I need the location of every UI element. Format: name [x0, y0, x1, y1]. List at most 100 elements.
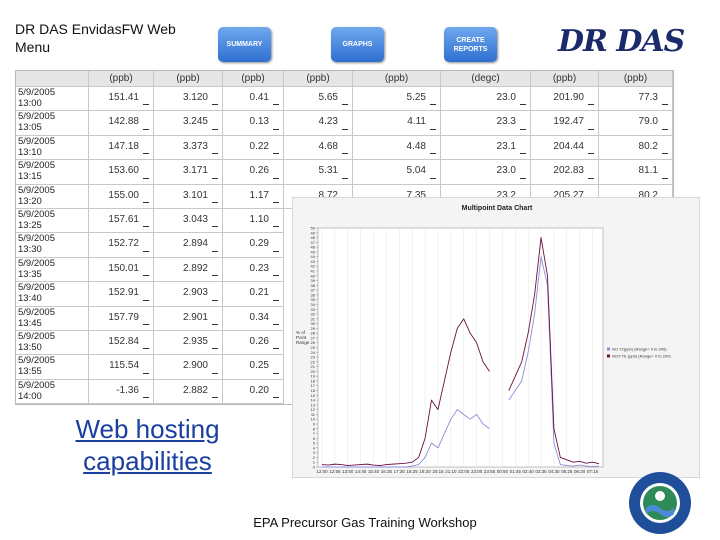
- status-flag: [273, 275, 279, 277]
- graphs-button[interactable]: GRAPHS: [331, 27, 384, 62]
- unit-header: (ppb): [89, 71, 154, 87]
- x-tick-label: 04:30: [548, 469, 560, 474]
- y-tick-label: 6: [313, 436, 316, 441]
- page-title: DR DAS EnvidasFW Web Menu: [15, 21, 176, 55]
- value-cell: 2.935: [154, 331, 223, 356]
- status-flag: [342, 128, 348, 130]
- status-flag: [212, 275, 218, 277]
- status-flag: [212, 104, 218, 106]
- link[interactable]: Web hosting capabilities: [75, 414, 220, 476]
- value-cell: 0.22: [223, 135, 284, 161]
- status-flag: [212, 128, 218, 130]
- value-cell: 1.10: [223, 209, 284, 234]
- date: 5/9/2005: [18, 135, 55, 147]
- y-tick-label: 34: [311, 302, 316, 307]
- status-flag: [143, 323, 149, 325]
- value-cell: 115.54: [89, 355, 154, 380]
- status-flag: [662, 177, 668, 179]
- series-line: [321, 237, 600, 467]
- status-flag: [212, 323, 218, 325]
- y-tick-label: 13: [311, 402, 316, 407]
- y-tick-label: 40: [311, 273, 316, 278]
- value-cell: 2.900: [154, 355, 223, 380]
- y-tick-label: 30: [311, 321, 316, 326]
- chart-title: Multipoint Data Chart: [462, 205, 533, 212]
- value-cell: 2.894: [154, 233, 223, 258]
- y-tick-label: 2: [313, 455, 316, 460]
- y-axis-label: % of Point Range: [296, 330, 310, 345]
- time: 13:55: [18, 366, 42, 378]
- status-flag: [212, 201, 218, 203]
- status-flag: [273, 153, 279, 155]
- y-tick-label: 42: [311, 264, 316, 269]
- time: 13:25: [18, 220, 42, 231]
- timestamp-cell: 5/9/2005 13:20: [16, 184, 89, 209]
- y-tick-label: 11: [311, 412, 316, 417]
- x-tick-label: 18:25: [407, 469, 419, 474]
- x-tick-label: 16:35: [381, 469, 393, 474]
- y-tick-label: 36: [311, 292, 316, 297]
- date: 5/9/2005: [18, 331, 55, 342]
- status-flag: [212, 299, 218, 301]
- status-flag: [273, 323, 279, 325]
- value-cell: 3.120: [154, 87, 223, 112]
- value-cell: 151.41: [89, 87, 154, 112]
- value-cell: 3.373: [154, 135, 223, 161]
- date: 5/9/2005: [18, 282, 55, 294]
- value-cell: 4.68: [284, 135, 353, 161]
- x-tick-label: 07:15: [587, 469, 599, 474]
- reports-button[interactable]: CREATE REPORTS: [444, 27, 497, 62]
- status-flag: [143, 372, 149, 374]
- value-cell: 5.04: [353, 160, 441, 185]
- y-tick-label: 26: [311, 340, 316, 345]
- status-flag: [273, 348, 279, 350]
- value-cell: 152.72: [89, 233, 154, 258]
- epa-seal: [629, 472, 691, 534]
- x-tick-label: 12:55: [329, 469, 341, 474]
- y-tick-label: 47: [311, 240, 316, 245]
- y-tick-label: 24: [311, 350, 316, 355]
- status-flag: [143, 201, 149, 203]
- unit-header: (ppb): [223, 71, 284, 87]
- summary-button[interactable]: SUMMARY: [218, 27, 271, 62]
- y-tick-label: 37: [311, 288, 316, 293]
- y-tick-label: 46: [311, 245, 316, 250]
- value-cell: 23.3: [441, 111, 531, 136]
- legend-swatch: [607, 347, 610, 351]
- y-tick-label: 27: [311, 335, 316, 340]
- x-tick-label: 22:05: [458, 469, 470, 474]
- value-cell: 2.901: [154, 306, 223, 331]
- status-flag: [662, 153, 668, 155]
- x-tick-label: 00:50: [497, 469, 509, 474]
- x-tick-label: 02:40: [523, 469, 535, 474]
- x-tick-label: 23:00: [471, 469, 483, 474]
- y-tick-label: 50: [311, 226, 316, 231]
- status-flag: [212, 397, 218, 399]
- timestamp-cell: 5/9/2005 13:15: [16, 160, 89, 185]
- value-cell: 23.1: [441, 135, 531, 161]
- status-flag: [662, 104, 668, 106]
- status-flag: [143, 348, 149, 350]
- x-tick-label: 13:50: [342, 469, 354, 474]
- timestamp-cell: 5/9/2005 13:00: [16, 87, 89, 112]
- date: 5/9/2005: [18, 355, 55, 367]
- seal-water: [646, 505, 674, 517]
- x-tick-label: 23:55: [484, 469, 496, 474]
- value-cell: 0.25: [223, 355, 284, 380]
- status-flag: [430, 153, 436, 155]
- status-flag: [143, 153, 149, 155]
- status-flag: [430, 177, 436, 179]
- value-cell: 2.892: [154, 257, 223, 283]
- value-cell: 0.20: [223, 379, 284, 405]
- status-flag: [143, 104, 149, 106]
- y-tick-label: 12: [311, 407, 316, 412]
- unit-header: (ppb): [353, 71, 441, 87]
- y-tick-label: 1: [313, 460, 316, 465]
- time: 13:35: [18, 268, 42, 280]
- status-flag: [430, 128, 436, 130]
- chart: Multipoint Data Chart % of Point Range 0…: [292, 197, 700, 478]
- x-tick-label: 12:00: [316, 469, 328, 474]
- y-tick-label: 31: [311, 316, 316, 321]
- timestamp-cell: 5/9/2005 13:40: [16, 282, 89, 307]
- value-cell: -1.36: [89, 379, 154, 405]
